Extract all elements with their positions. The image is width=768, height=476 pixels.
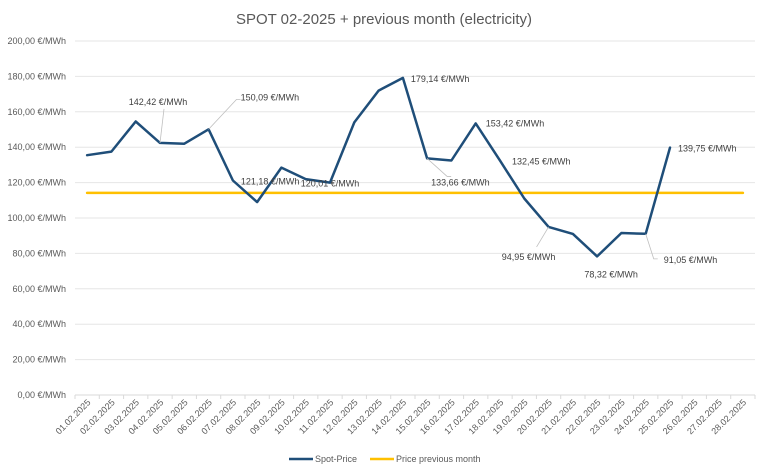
y-tick-label: 80,00 €/MWh (12, 248, 66, 258)
gridlines (75, 40, 755, 396)
data-label-leader-line (645, 233, 658, 260)
data-label: 179,14 €/MWh (411, 74, 470, 84)
y-axis-ticks: 0,00 €/MWh 20,00 €/MWh 40,00 €/MWh 60,00 €/… (7, 36, 66, 400)
series-layer (85, 76, 745, 258)
data-label: 142,42 €/MWh (129, 97, 188, 107)
y-tick-label: 40,00 €/MWh (12, 319, 66, 329)
data-label: 78,32 €/MWh (584, 269, 638, 279)
data-label: 121,18 €/MWh (241, 177, 300, 187)
data-label-leader-line (159, 108, 165, 143)
legend: Spot-Price Price previous month (289, 454, 481, 464)
data-label: 94,95 €/MWh (502, 252, 556, 262)
data-label-leader-line (536, 226, 549, 248)
data-label: 139,75 €/MWh (678, 144, 737, 154)
data-label: 91,05 €/MWh (664, 255, 718, 265)
y-tick-label: 140,00 €/MWh (7, 142, 66, 152)
data-label-leader-line (426, 158, 452, 177)
y-tick-label: 200,00 €/MWh (7, 36, 66, 46)
data-label: 153,42 €/MWh (486, 118, 545, 128)
legend-item-price-previous-month[interactable]: Price previous month (370, 454, 481, 464)
data-label: 133,66 €/MWh (431, 177, 490, 187)
data-labels: 142,42 €/MWh 150,09 €/MWh 121,18 €/MWh 120,… (129, 74, 737, 279)
data-label: 120,01 €/MWh (301, 179, 360, 189)
data-label: 150,09 €/MWh (241, 92, 300, 102)
y-tick-label: 120,00 €/MWh (7, 178, 66, 188)
legend-label-spot-price: Spot-Price (315, 454, 357, 464)
data-label-leader-line (208, 98, 241, 130)
y-tick-label: 0,00 €/MWh (17, 390, 66, 400)
y-tick-label: 160,00 €/MWh (7, 107, 66, 117)
legend-item-spot-price[interactable]: Spot-Price (289, 454, 357, 464)
series-line-spot-price (85, 76, 672, 258)
data-label: 132,45 €/MWh (512, 157, 571, 167)
legend-label-price-previous-month: Price previous month (396, 454, 481, 464)
y-tick-label: 20,00 €/MWh (12, 355, 66, 365)
y-tick-label: 100,00 €/MWh (7, 213, 66, 223)
chart-title: SPOT 02-2025 + previous month (electrici… (236, 11, 532, 28)
y-tick-label: 180,00 €/MWh (7, 71, 66, 81)
y-tick-label: 60,00 €/MWh (12, 284, 66, 294)
